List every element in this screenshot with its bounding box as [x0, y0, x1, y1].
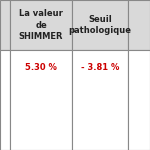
Bar	[0, 50, 10, 150]
Bar	[0, 0, 10, 50]
Bar	[72, 50, 128, 150]
Bar	[10, 50, 72, 150]
Bar	[128, 0, 150, 50]
Bar	[72, 0, 128, 50]
Text: Seuil
pathologique: Seuil pathologique	[69, 15, 132, 35]
Text: 5.30 %: 5.30 %	[25, 63, 57, 72]
Text: La valeur
de
SHIMMER: La valeur de SHIMMER	[19, 9, 63, 41]
Bar	[10, 0, 72, 50]
Bar	[128, 50, 150, 150]
Text: - 3.81 %: - 3.81 %	[81, 63, 119, 72]
